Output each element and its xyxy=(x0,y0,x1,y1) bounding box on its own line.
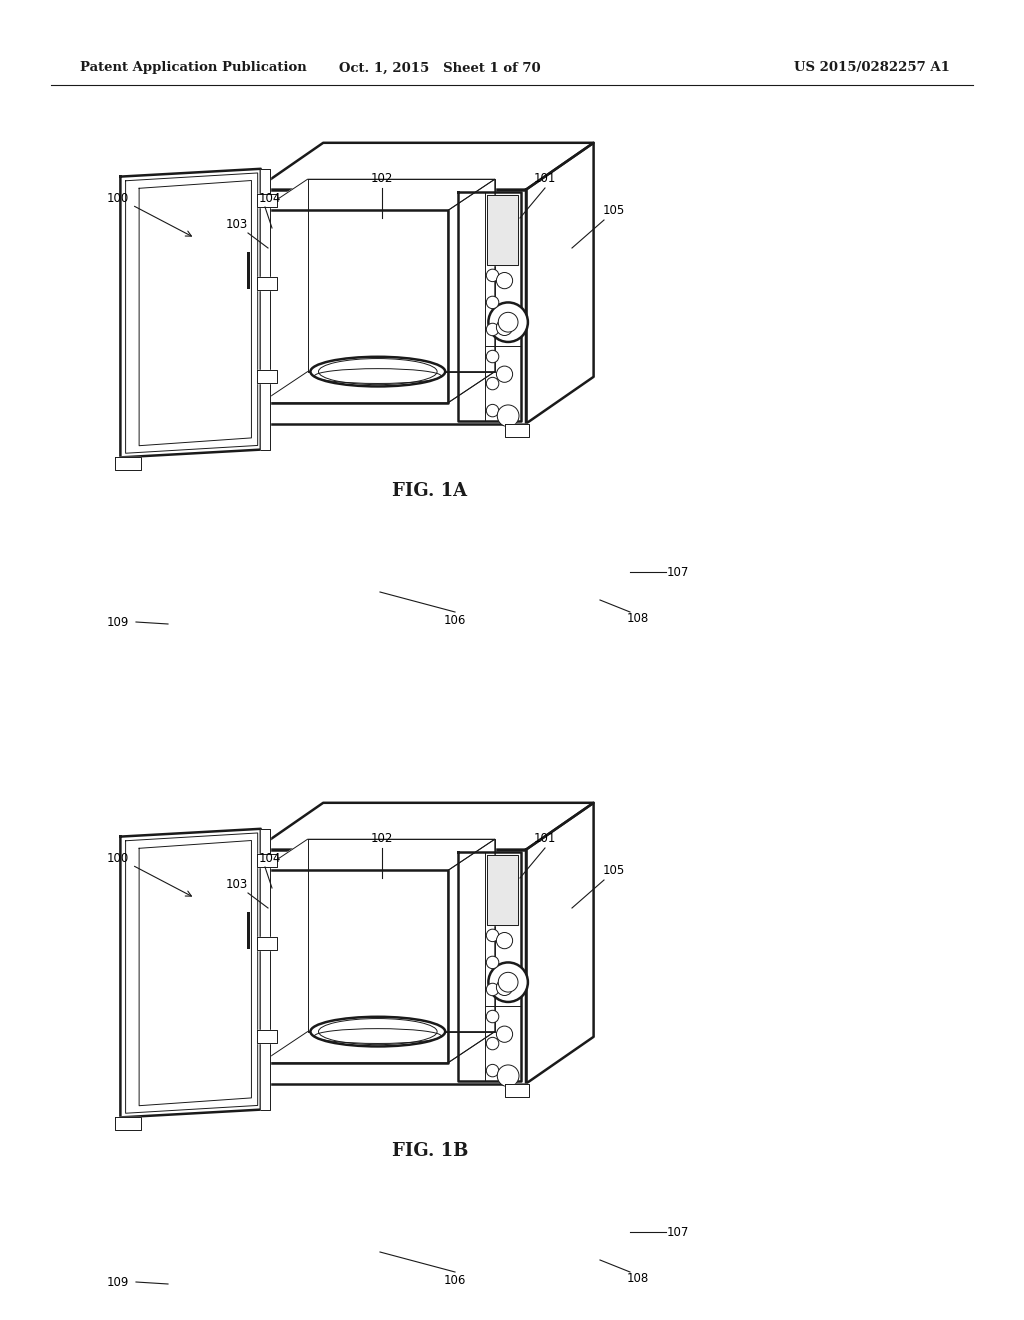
Circle shape xyxy=(486,1038,499,1049)
Ellipse shape xyxy=(318,1019,437,1044)
Polygon shape xyxy=(307,840,495,1032)
Circle shape xyxy=(497,272,513,289)
Polygon shape xyxy=(256,850,526,1084)
Polygon shape xyxy=(261,829,270,1110)
Text: 100: 100 xyxy=(106,851,129,865)
Circle shape xyxy=(486,378,499,389)
Polygon shape xyxy=(261,840,495,870)
Ellipse shape xyxy=(310,1016,445,1047)
Circle shape xyxy=(497,979,513,995)
Polygon shape xyxy=(526,803,594,1084)
Circle shape xyxy=(486,1064,499,1077)
Text: 105: 105 xyxy=(603,203,625,216)
Text: 108: 108 xyxy=(627,1271,649,1284)
Polygon shape xyxy=(257,371,276,383)
Polygon shape xyxy=(261,210,449,403)
Text: US 2015/0282257 A1: US 2015/0282257 A1 xyxy=(795,62,950,74)
Circle shape xyxy=(497,319,513,335)
Text: 101: 101 xyxy=(534,172,556,185)
Polygon shape xyxy=(261,870,449,1063)
Text: 104: 104 xyxy=(259,851,282,865)
Circle shape xyxy=(488,962,528,1002)
Circle shape xyxy=(486,269,499,281)
Circle shape xyxy=(498,405,519,426)
Polygon shape xyxy=(257,277,276,289)
Polygon shape xyxy=(449,840,495,1063)
Circle shape xyxy=(488,302,528,342)
Text: 102: 102 xyxy=(371,172,393,185)
Polygon shape xyxy=(115,458,141,470)
Polygon shape xyxy=(261,180,495,210)
Circle shape xyxy=(497,1026,513,1043)
Polygon shape xyxy=(505,1084,528,1097)
Polygon shape xyxy=(505,424,528,437)
Circle shape xyxy=(486,956,499,969)
Circle shape xyxy=(486,1010,499,1023)
Circle shape xyxy=(486,323,499,335)
Polygon shape xyxy=(459,193,521,421)
Circle shape xyxy=(497,932,513,949)
Polygon shape xyxy=(139,181,252,446)
Polygon shape xyxy=(115,1118,141,1130)
Polygon shape xyxy=(257,1031,276,1043)
Text: FIG. 1B: FIG. 1B xyxy=(392,1142,468,1160)
Polygon shape xyxy=(257,854,276,866)
Text: 101: 101 xyxy=(534,832,556,845)
Polygon shape xyxy=(256,803,594,850)
Polygon shape xyxy=(307,180,495,372)
Text: 102: 102 xyxy=(371,832,393,845)
Text: 103: 103 xyxy=(226,219,248,231)
Polygon shape xyxy=(261,169,270,450)
Text: FIG. 1A: FIG. 1A xyxy=(392,482,468,500)
Text: 106: 106 xyxy=(443,1274,466,1287)
Polygon shape xyxy=(526,143,594,424)
Polygon shape xyxy=(487,195,518,265)
Text: 103: 103 xyxy=(226,879,248,891)
Text: 109: 109 xyxy=(106,1275,129,1288)
Circle shape xyxy=(486,929,499,941)
Circle shape xyxy=(497,366,513,383)
Ellipse shape xyxy=(310,356,445,387)
Polygon shape xyxy=(487,855,518,925)
Text: Patent Application Publication: Patent Application Publication xyxy=(80,62,307,74)
Polygon shape xyxy=(261,1032,495,1063)
Polygon shape xyxy=(139,841,252,1106)
Circle shape xyxy=(498,1065,519,1086)
Circle shape xyxy=(499,973,518,993)
Text: 104: 104 xyxy=(259,191,282,205)
Text: Oct. 1, 2015   Sheet 1 of 70: Oct. 1, 2015 Sheet 1 of 70 xyxy=(339,62,541,74)
Text: 107: 107 xyxy=(667,565,689,578)
Polygon shape xyxy=(257,937,276,949)
Text: 105: 105 xyxy=(603,863,625,876)
Text: 109: 109 xyxy=(106,615,129,628)
Circle shape xyxy=(486,404,499,417)
Circle shape xyxy=(486,296,499,309)
Text: 108: 108 xyxy=(627,611,649,624)
Polygon shape xyxy=(256,190,526,424)
Circle shape xyxy=(499,313,518,333)
Text: 100: 100 xyxy=(106,191,129,205)
Circle shape xyxy=(486,350,499,363)
Ellipse shape xyxy=(318,359,437,384)
Polygon shape xyxy=(449,180,495,403)
Circle shape xyxy=(486,983,499,995)
Polygon shape xyxy=(121,169,261,458)
Polygon shape xyxy=(257,194,276,206)
Polygon shape xyxy=(256,143,594,190)
Text: 106: 106 xyxy=(443,614,466,627)
Polygon shape xyxy=(261,372,495,403)
Polygon shape xyxy=(121,829,261,1118)
Text: 107: 107 xyxy=(667,1225,689,1238)
Polygon shape xyxy=(459,853,521,1081)
